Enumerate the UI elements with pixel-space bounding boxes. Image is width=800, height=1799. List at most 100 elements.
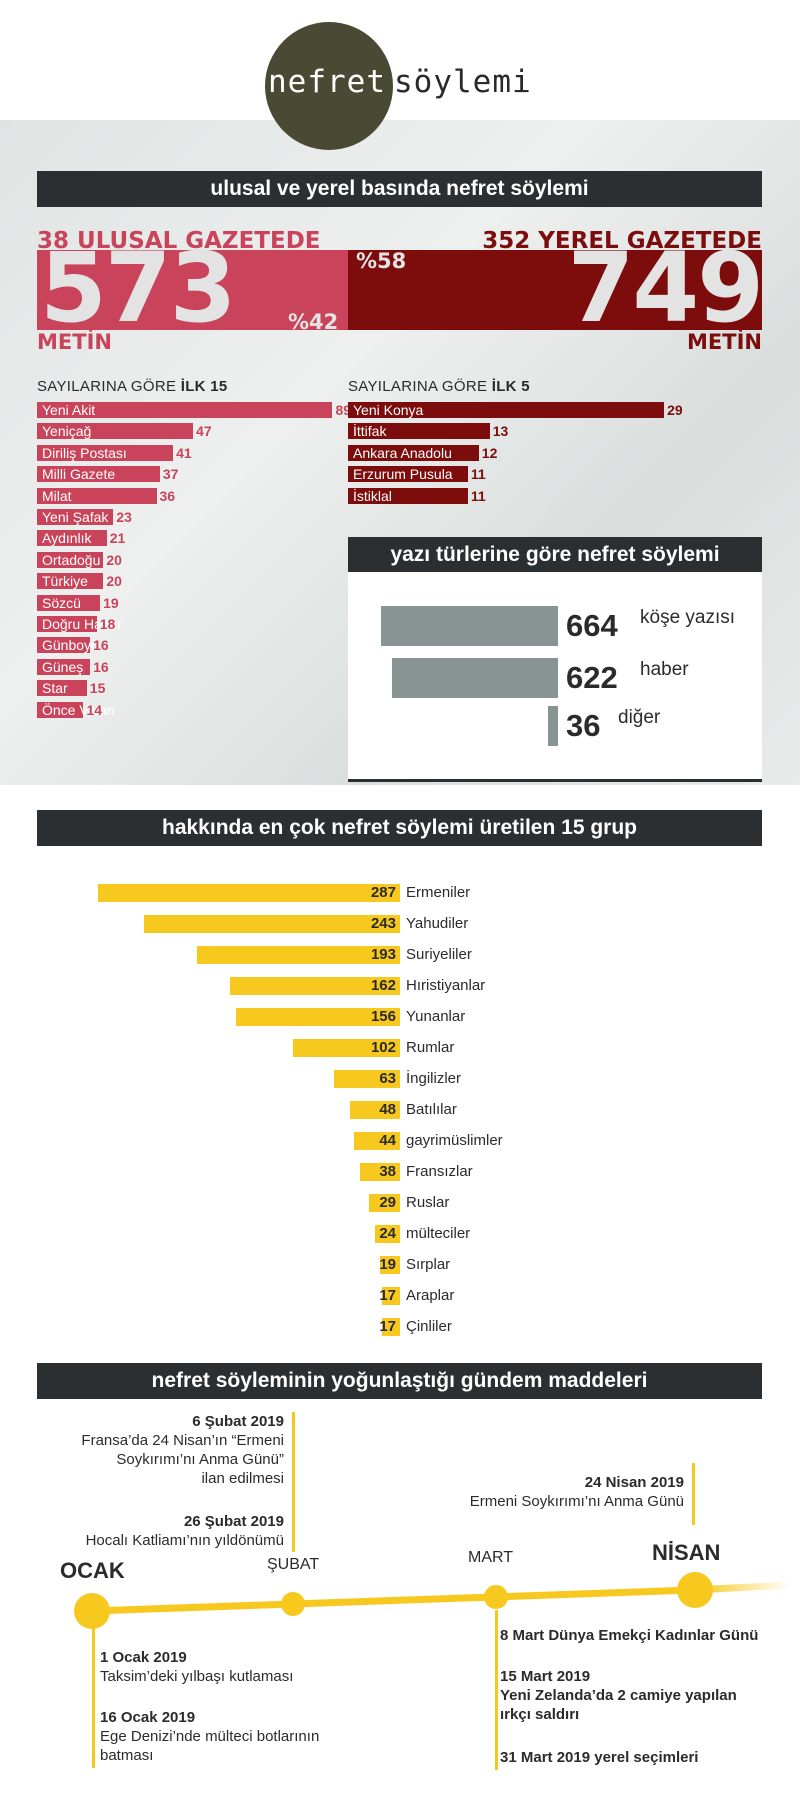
month-mart: MART [468, 1549, 514, 1566]
group-value: 156 [370, 1008, 396, 1025]
timeline-connector-nisan [692, 1463, 695, 1525]
group-bar [349, 1101, 400, 1119]
press-section-header: ulusal ve yerel basında nefret söylemi [37, 171, 762, 207]
national-value: 573 [40, 232, 236, 344]
local-newspaper-value: 12 [481, 444, 498, 461]
group-value: 102 [370, 1039, 396, 1056]
group-bar [353, 1132, 400, 1150]
group-value: 243 [370, 915, 396, 932]
national-newspaper-value: 37 [162, 466, 179, 483]
national-newspaper-bar [37, 594, 101, 611]
timeline-dot-nisan [677, 1572, 713, 1608]
local-newspaper-bar [348, 487, 468, 504]
group-name: Araplar [406, 1287, 455, 1304]
group-bar [333, 1070, 400, 1088]
type-bar [548, 706, 558, 746]
local-newspaper-bar [348, 444, 479, 461]
national-newspaper-name: Milli Gazete [42, 466, 116, 483]
event-15-mart: 15 Mart 2019 Yeni Zelanda’da 2 camiye ya… [500, 1668, 737, 1723]
national-newspaper-value: 20 [106, 573, 122, 590]
group-value: 17 [379, 1287, 396, 1304]
national-caption: 38 ULUSAL GAZETEDE [37, 228, 321, 254]
group-value: 24 [379, 1225, 396, 1242]
national-newspaper-value: 19 [103, 594, 119, 611]
group-bar [235, 1008, 400, 1026]
national-newspaper-value: 20 [106, 551, 122, 568]
local-block [348, 250, 762, 330]
national-newspaper-value: 16 [93, 658, 109, 675]
local-newspaper-name: Yeni Konya [353, 402, 424, 418]
group-bar [382, 1287, 400, 1305]
national-newspaper-value: 15 [89, 680, 106, 697]
group-value: 29 [379, 1194, 396, 1211]
group-name: Yahudiler [406, 915, 469, 932]
national-newspaper-value: 41 [176, 444, 192, 461]
national-newspaper-bar [37, 551, 104, 568]
group-value: 48 [379, 1101, 396, 1118]
national-newspaper-value: 14 [86, 701, 103, 718]
national-newspaper-name: Türkiye [42, 573, 88, 590]
group-name: Fransızlar [406, 1163, 473, 1180]
event-31-mart: 31 Mart 2019 yerel seçimleri [500, 1749, 699, 1766]
national-percent: %42 [288, 310, 339, 334]
group-value: 19 [379, 1256, 396, 1273]
event-16-ocak: 16 Ocak 2019 Ege Denizi’nde mülteci botl… [100, 1709, 320, 1764]
national-newspaper-value: 36 [159, 487, 176, 504]
group-name: Suriyeliler [406, 946, 472, 963]
group-name: Hıristiyanlar [406, 977, 486, 994]
national-newspaper-name: Yeniçağ [42, 423, 92, 440]
timeline-dot-ocak [74, 1593, 110, 1629]
national-list-heading: SAYILARINA GÖRE İLK 15 [37, 378, 228, 395]
event-1-ocak: 1 Ocak 2019 Taksim’deki yılbaşı kutlamas… [100, 1649, 294, 1685]
national-newspaper-bar [37, 402, 333, 418]
national-newspaper-value: 21 [109, 530, 126, 547]
national-newspaper-name: Yeni Akit [42, 402, 96, 418]
group-value: 162 [370, 977, 396, 994]
local-newspaper-value: 13 [492, 423, 509, 440]
national-newspaper-name: Aydınlık [42, 530, 92, 547]
local-newspaper-name: İttifak [353, 423, 387, 440]
national-newspaper-bar [37, 680, 87, 697]
event-24-nisan: 24 Nisan 2019 Ermeni Soykırımı’nı Anma G… [469, 1474, 684, 1510]
national-newspaper-bar [37, 423, 194, 440]
national-newspaper-bar [37, 530, 107, 547]
timeline-dot-subat [281, 1592, 305, 1616]
group-value: 63 [379, 1070, 396, 1087]
group-name: Sırplar [406, 1256, 451, 1273]
timeline-connector-ocak [92, 1628, 95, 1768]
local-newspaper-value: 11 [470, 487, 486, 504]
national-newspaper-bar [37, 573, 104, 590]
agenda-section-header: nefret söyleminin yoğunlaştığı gündem ma… [37, 1363, 762, 1399]
group-value: 38 [379, 1163, 396, 1180]
national-newspaper-bar [37, 444, 174, 461]
national-newspaper-name: Diriliş Postası [42, 444, 127, 461]
group-bar [380, 1256, 400, 1274]
group-bar [369, 1194, 400, 1212]
group-bar [292, 1039, 400, 1057]
national-block [37, 250, 348, 330]
group-bar [374, 1225, 400, 1243]
national-newspaper-value: 89 [335, 402, 352, 418]
timeline-connector-mart [495, 1610, 498, 1770]
logo-word-soylemi: söylemi [394, 64, 532, 100]
type-value: 664 [566, 608, 618, 643]
logo-circle [265, 22, 393, 150]
group-bar [360, 1163, 400, 1181]
group-name: Ruslar [406, 1194, 450, 1211]
national-unit: METİN [37, 330, 112, 354]
type-value: 622 [566, 660, 618, 695]
local-list-heading: SAYILARINA GÖRE İLK 5 [348, 378, 530, 395]
national-newspaper-bar [37, 637, 91, 654]
national-newspaper-bar [37, 701, 84, 718]
type-bar [380, 606, 558, 646]
group-name: gayrimüslimler [406, 1132, 503, 1149]
local-newspaper-name: İstiklal [353, 487, 392, 504]
group-name: Rumlar [406, 1039, 455, 1056]
local-newspaper-bar [348, 402, 665, 418]
timeline-line [91, 1586, 695, 1615]
local-newspaper-bar [348, 466, 468, 483]
national-newspaper-name: Güneş [42, 658, 84, 675]
groups-section-header: hakkında en çok nefret söylemi üretilen … [37, 810, 762, 846]
event-26-subat: 26 Şubat 2019 Hocalı Katliamı’nın yıldön… [85, 1513, 284, 1549]
group-bar [98, 884, 400, 902]
